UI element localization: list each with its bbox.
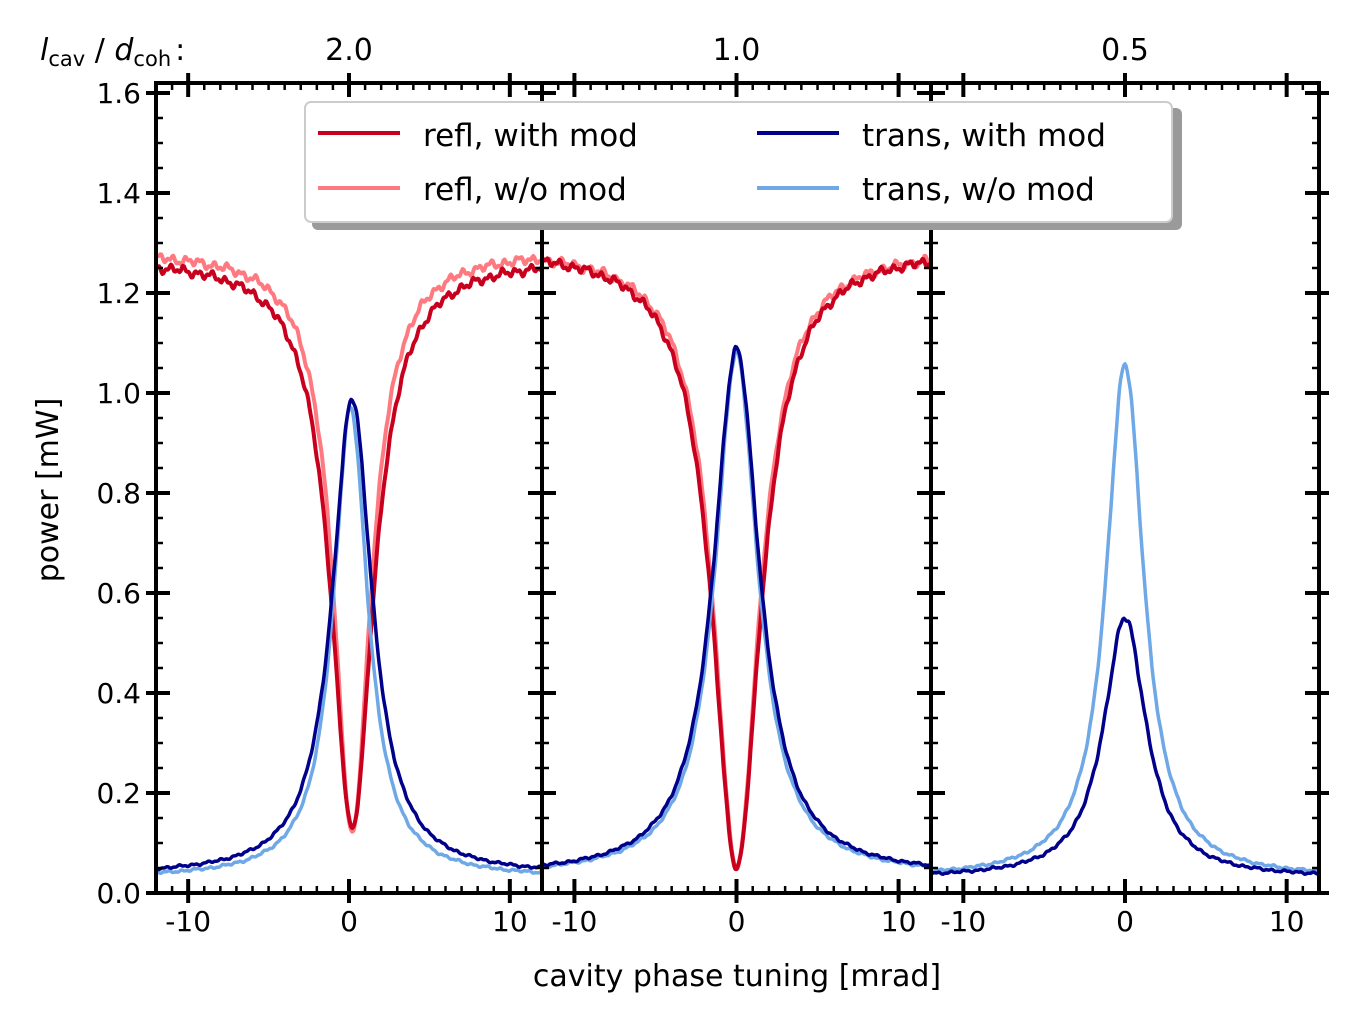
ratio-label-l-sub: cav [48,47,85,71]
panel-ratio-label: 1.0 [713,33,761,68]
x-tick-label: -10 [552,905,598,938]
panel-ratio-label: 0.5 [1101,33,1149,68]
ratio-label-d: d [114,33,134,68]
legend: refl, with mod refl, w/o mod trans, with… [304,101,1182,230]
y-tick-label: 0.0 [96,877,141,910]
y-axis-label: power [mW] [31,398,66,583]
y-tick-label: 0.4 [96,677,141,710]
x-tick-label: 0 [340,905,358,938]
ratio-label-sep: / [85,33,114,68]
legend-label-trans-without-mod: trans, w/o mod [862,172,1095,208]
y-tick-label: 0.2 [96,777,141,810]
series-line-trans-with-mod-panel-1 [155,397,544,872]
panel-3: 0.5 -10 0 10 [921,33,1329,938]
ratio-label-colon: : [175,33,185,68]
series-line-refl-with-mod-panel-1 [155,262,544,830]
series-line-trans-without-mod-panel-3 [930,362,1320,875]
y-axis: 0.0 0.2 0.4 0.6 0.8 1.0 1.2 1.4 1.6 [96,77,141,910]
series-line-trans-with-mod-panel-2 [541,344,932,868]
panel-2: 1.0 -10 0 10 [532,33,941,938]
series-line-trans-without-mod-panel-1 [155,406,543,876]
legend-label-trans-with-mod: trans, with mod [862,118,1106,154]
x-tick-label: 10 [1269,905,1305,938]
series-line-refl-without-mod-panel-1 [155,252,543,834]
x-tick-label: 0 [728,905,746,938]
x-tick-label: 10 [881,905,917,938]
ratio-label-l: l [40,33,49,68]
x-tick-label: -10 [940,905,986,938]
y-tick-label: 1.6 [96,77,141,110]
x-axis-label: cavity phase tuning [mrad] [533,959,941,994]
legend-label-refl-with-mod: refl, with mod [423,118,638,154]
panel-ratio-label: 2.0 [325,33,373,68]
legend-box [304,101,1173,223]
x-tick-label: 0 [1116,905,1134,938]
y-tick-label: 0.6 [96,577,141,610]
y-tick-label: 0.8 [96,477,141,510]
series-line-refl-with-mod-panel-2 [541,256,933,872]
series-line-trans-without-mod-panel-2 [541,347,932,869]
panel-frame [929,81,1321,895]
legend-label-refl-without-mod: refl, w/o mod [423,172,627,208]
panels: 2.0 -10 0 10 1.0 -10 0 10 0.5 -10 0 10 [146,33,1329,938]
x-tick-label: -10 [165,905,211,938]
y-tick-label: 1.0 [96,377,141,410]
x-tick-label: 10 [492,905,528,938]
ratio-label-d-sub: coh [133,47,171,71]
series-line-trans-with-mod-panel-3 [930,616,1320,876]
y-tick-label: 1.2 [96,277,141,310]
y-tick-label: 1.4 [96,177,141,210]
ratio-label: lcav / dcoh: [40,33,185,71]
